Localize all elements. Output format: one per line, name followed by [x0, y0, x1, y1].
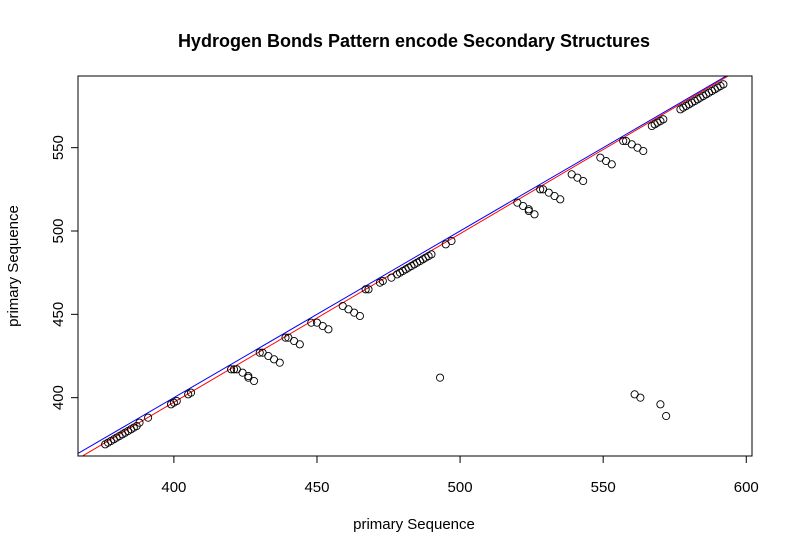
y-tick-label: 500	[50, 218, 67, 243]
y-tick-label: 450	[50, 302, 67, 327]
data-point	[579, 176, 588, 186]
points-layer	[101, 80, 728, 449]
data-point	[281, 333, 290, 342]
data-point	[172, 396, 181, 406]
data-point	[719, 80, 728, 89]
x-tick-label: 450	[304, 479, 329, 496]
data-point	[619, 136, 628, 146]
data-point	[639, 146, 648, 156]
reference-line-2	[81, 76, 730, 456]
data-point	[135, 418, 144, 427]
data-point	[378, 276, 387, 286]
data-point	[427, 250, 436, 259]
data-point	[524, 205, 533, 214]
data-point	[656, 400, 665, 409]
data-point	[255, 348, 264, 357]
data-point	[186, 388, 196, 397]
y-axis-label: primary Sequence	[5, 205, 22, 327]
data-point	[355, 311, 364, 321]
data-point	[227, 365, 236, 374]
data-point	[530, 210, 539, 219]
data-point	[364, 285, 373, 294]
data-point	[361, 285, 370, 294]
x-tick-label: 400	[161, 479, 186, 496]
reference-line-1	[78, 76, 728, 454]
data-point	[435, 373, 445, 382]
x-tick-label: 500	[448, 479, 473, 496]
data-point	[244, 371, 253, 381]
data-point	[307, 318, 316, 327]
reference-lines	[78, 76, 730, 456]
data-point	[229, 365, 239, 374]
y-tick-label: 550	[50, 135, 67, 160]
data-point	[607, 160, 616, 169]
x-tick-label: 550	[591, 479, 616, 496]
data-point	[295, 340, 304, 349]
x-axis-label: primary Sequence	[353, 516, 475, 533]
data-point	[249, 376, 259, 386]
data-point	[662, 411, 671, 421]
data-point	[659, 115, 668, 124]
data-point	[144, 413, 153, 422]
data-point	[536, 185, 545, 194]
data-point	[556, 195, 565, 204]
data-point	[447, 236, 456, 246]
chart-title: Hydrogen Bonds Pattern encode Secondary …	[178, 31, 650, 51]
x-tick-label: 600	[734, 479, 759, 496]
data-point	[636, 393, 645, 402]
axes: 400 450 500 550 600 400 450 500 550	[50, 75, 759, 496]
plot-frame	[77, 75, 753, 457]
data-point	[275, 358, 284, 367]
data-point	[324, 325, 333, 334]
y-tick-label: 400	[50, 385, 67, 410]
